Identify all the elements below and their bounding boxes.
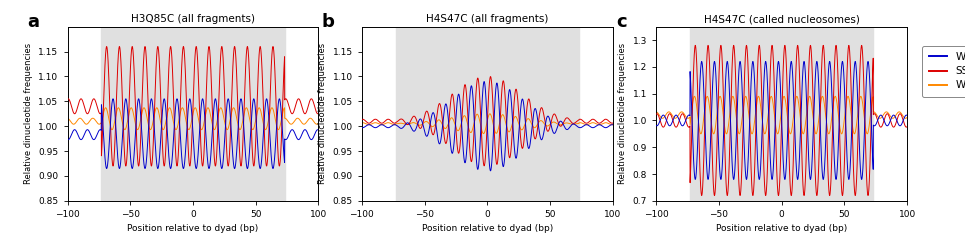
Title: H3Q85C (all fragments): H3Q85C (all fragments) — [131, 15, 255, 24]
Title: H4S47C (called nucleosomes): H4S47C (called nucleosomes) — [703, 15, 860, 24]
X-axis label: Position relative to dyad (bp): Position relative to dyad (bp) — [127, 224, 259, 234]
Text: a: a — [27, 13, 40, 31]
Bar — [690, 27, 873, 201]
Legend: WW, SS, WS/SW: WW, SS, WS/SW — [923, 46, 965, 97]
Text: b: b — [321, 13, 335, 31]
Bar — [396, 27, 579, 201]
Bar — [101, 27, 285, 201]
Title: H4S47C (all fragments): H4S47C (all fragments) — [427, 15, 548, 24]
X-axis label: Position relative to dyad (bp): Position relative to dyad (bp) — [422, 224, 553, 234]
Y-axis label: Relative dinucleotide frequencies: Relative dinucleotide frequencies — [24, 43, 33, 184]
Y-axis label: Relative dinucleotide frequencies: Relative dinucleotide frequencies — [619, 43, 627, 184]
X-axis label: Position relative to dyad (bp): Position relative to dyad (bp) — [716, 224, 847, 234]
Text: c: c — [616, 13, 626, 31]
Y-axis label: Relative dinucleotide frequencies: Relative dinucleotide frequencies — [318, 43, 327, 184]
